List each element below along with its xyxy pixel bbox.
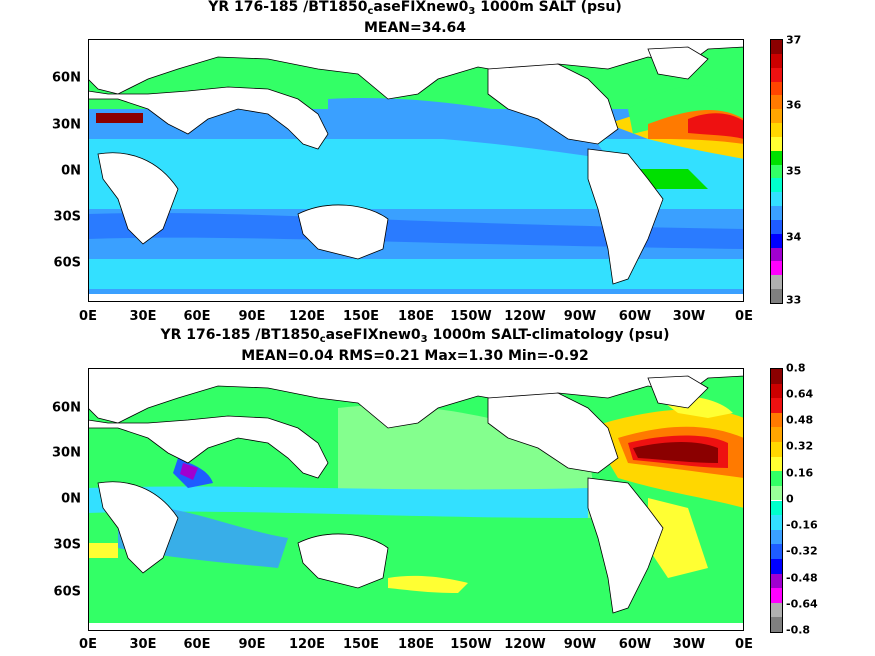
cb2-label-5: 0 (786, 492, 794, 506)
colorbar-segment (771, 275, 782, 290)
colorbar-segment (771, 456, 782, 472)
xlabel-120w: 120W (504, 309, 546, 324)
p2-xlabel-60e: 60E (183, 637, 211, 652)
colorbar-segment (771, 81, 782, 96)
p2-ylabel-30s: 30S (53, 537, 81, 553)
colorbar-segment (771, 136, 782, 151)
panel1-subtitle: MEAN=34.64 (363, 20, 467, 36)
p2-xlabel-90e: 90E (238, 637, 266, 652)
p2-xlabel-0e: 0E (79, 637, 97, 652)
ylabel-60s: 60S (53, 255, 81, 271)
colorbar-segment (771, 573, 782, 589)
xlabel-90e: 90E (238, 309, 266, 324)
colorbar-segment (771, 67, 782, 82)
panel2-subtitle: MEAN=0.04 RMS=0.21 Max=1.30 Min=-0.92 (241, 348, 589, 364)
colorbar-segment (771, 617, 782, 632)
colorbar-segment (771, 123, 782, 137)
xlabel-60e: 60E (183, 309, 211, 324)
panel1-colorbar (770, 39, 783, 304)
p2-ylabel-60s: 60S (53, 584, 81, 600)
colorbar-segment (771, 95, 782, 110)
colorbar-segment (771, 150, 782, 165)
p2-xlabel-30w: 30W (672, 637, 706, 652)
cb1-label-34: 34 (786, 230, 802, 244)
ylabel-30s: 30S (53, 209, 81, 225)
xlabel-60w: 60W (618, 309, 652, 324)
cb2-label-2: 0.48 (786, 413, 814, 427)
cb2-label-0: 0.8 (786, 361, 806, 375)
panel2-colorbar (770, 368, 783, 633)
panel2-title: YR 176-185 /BT1850caseFIXnew03 1000m SAL… (160, 327, 670, 345)
colorbar-segment (771, 164, 782, 179)
colorbar-segment (771, 40, 782, 54)
xlabel-30w: 30W (672, 309, 706, 324)
colorbar-segment (771, 602, 782, 618)
colorbar-segment (771, 500, 782, 516)
cb2-label-3: 0.32 (786, 439, 814, 453)
xlabel-90w: 90W (563, 309, 597, 324)
colorbar-segment (771, 178, 782, 193)
colorbar-segment (771, 442, 782, 457)
p2-xlabel-0e-end: 0E (735, 637, 753, 652)
xlabel-0e: 0E (79, 309, 97, 324)
cb1-label-36: 36 (786, 98, 802, 112)
p2-xlabel-60w: 60W (618, 637, 652, 652)
p2-xlabel-120w: 120W (504, 637, 546, 652)
colorbar-segment (771, 471, 782, 486)
xlabel-150w: 150W (450, 309, 492, 324)
xlabel-180e: 180E (397, 309, 435, 324)
colorbar-segment (771, 515, 782, 530)
ylabel-60n: 60N (52, 70, 81, 86)
cb2-label-4: 0.16 (786, 466, 814, 480)
colorbar-segment (771, 529, 782, 545)
colorbar-segment (771, 219, 782, 234)
colorbar-segment (771, 383, 782, 399)
colorbar-segment (771, 369, 782, 384)
colorbar-segment (771, 247, 782, 262)
cb2-label-1: 0.64 (786, 387, 814, 401)
p2-xlabel-180e: 180E (397, 637, 435, 652)
ylabel-30n: 30N (52, 117, 81, 133)
cb2-label-9: -0.64 (786, 597, 818, 611)
p2-xlabel-120e: 120E (288, 637, 326, 652)
colorbar-segment (771, 398, 782, 413)
colorbar-segment (771, 261, 782, 276)
salinity-anomaly-map (88, 368, 744, 631)
colorbar-segment (771, 206, 782, 220)
colorbar-segment (771, 233, 782, 248)
colorbar-segment (771, 558, 782, 574)
p2-xlabel-150e: 150E (342, 637, 380, 652)
colorbar-segment (771, 427, 782, 443)
colorbar-segment (771, 109, 782, 124)
p2-ylabel-60n: 60N (52, 400, 81, 416)
panel1-title: YR 176-185 /BT1850caseFIXnew03 1000m SAL… (208, 0, 622, 17)
colorbar-segment (771, 289, 782, 303)
p2-xlabel-30e: 30E (129, 637, 157, 652)
colorbar-segment (771, 588, 782, 603)
xlabel-150e: 150E (342, 309, 380, 324)
p2-ylabel-30n: 30N (52, 445, 81, 461)
colorbar-segment (771, 412, 782, 428)
cb2-label-10: -0.8 (786, 623, 811, 637)
xlabel-0e-end: 0E (735, 309, 753, 324)
colorbar-segment (771, 544, 782, 559)
cb2-label-7: -0.32 (786, 544, 818, 558)
cb1-label-33: 33 (786, 293, 802, 307)
colorbar-segment (771, 192, 782, 207)
salinity-map (88, 39, 744, 302)
p2-xlabel-150w: 150W (450, 637, 492, 652)
ylabel-0n: 0N (61, 163, 81, 179)
cb1-label-37: 37 (786, 33, 802, 47)
cb2-label-8: -0.48 (786, 571, 818, 585)
xlabel-120e: 120E (288, 309, 326, 324)
cb2-label-6: -0.16 (786, 518, 818, 532)
p2-xlabel-90w: 90W (563, 637, 597, 652)
p2-ylabel-0n: 0N (61, 491, 81, 507)
xlabel-30e: 30E (129, 309, 157, 324)
colorbar-segment (771, 485, 782, 501)
colorbar-segment (771, 53, 782, 68)
cb1-label-35: 35 (786, 164, 802, 178)
